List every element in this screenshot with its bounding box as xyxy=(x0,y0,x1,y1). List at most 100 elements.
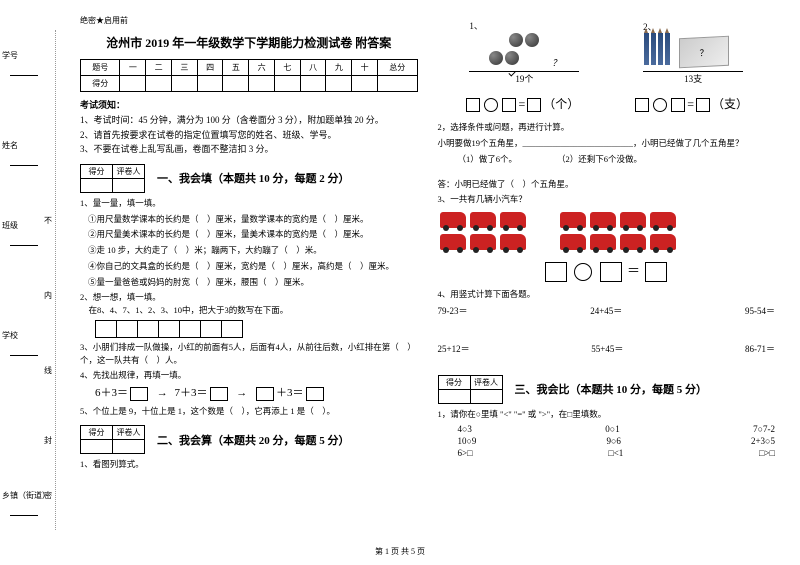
cmp: 6>□ xyxy=(458,448,473,458)
qmark: ？ xyxy=(552,58,561,68)
circle-shape xyxy=(484,98,498,112)
q1-3: ③走 10 步，大约走了（ ）米；蹦两下，大约蹦了（ ）米。 xyxy=(80,244,418,257)
car-icon xyxy=(470,212,496,228)
square-shape xyxy=(671,98,685,112)
answer-boxes-q2 xyxy=(95,320,418,338)
th-2: 二 xyxy=(146,60,172,76)
line-id xyxy=(10,75,38,76)
calc: 95-54＝ xyxy=(745,304,775,317)
pic1-label: 1、 xyxy=(469,19,579,32)
f-a: 6＋3＝ xyxy=(95,387,128,399)
square-shape xyxy=(545,262,567,282)
section-1-header: 得分评卷人 一、我会填（本题共 10 分，每题 2 分） xyxy=(80,164,418,193)
calc: 25+12＝ xyxy=(438,342,470,355)
score-mini-1: 得分评卷人 xyxy=(80,164,145,193)
mini-h1: 评卷人 xyxy=(113,164,145,178)
line-name xyxy=(10,165,38,166)
q2-1: 1、看图列算式。 xyxy=(80,458,418,471)
pic-problem-1: 1、 ？ 19个 xyxy=(469,19,579,85)
q1-5: ⑤量一量爸爸或妈妈的肘宽（ ）厘米，腰围（ ）厘米。 xyxy=(80,276,418,289)
car-icon xyxy=(620,234,646,250)
cmp: 7○7-2 xyxy=(753,424,775,434)
q5: 5、个位上是 9，十位上是 1，这个数是（ ），它再添上 1 是（ ）。 xyxy=(80,405,418,418)
pens-and-box: ？ xyxy=(643,33,743,67)
notice-list: 1、考试时间：45 分钟，满分为 100 分（含卷面分 3 分），附加题单独 2… xyxy=(80,114,418,156)
balls-count: 19个 xyxy=(469,72,579,85)
line-town xyxy=(10,515,38,516)
box xyxy=(116,320,138,338)
opt-1: （1）做了6个。 xyxy=(458,153,518,166)
car-icon xyxy=(590,234,616,250)
q1-title: 1、量一量，填一填。 xyxy=(80,197,418,210)
main-content: 绝密★启用前 沧州市 2019 年一年级数学下学期能力检测试卷 附答案 题号 一… xyxy=(80,15,775,474)
q1-1: ①用尺量数学课本的长约是（ ）厘米，量数学课本的宽约是（ ）厘米。 xyxy=(80,213,418,226)
q2: 2、想一想，填一填。 在8、4、7、1、2、3、10中，把大于3的数写在下面。 xyxy=(80,291,418,317)
arrow-icon: → xyxy=(236,385,247,402)
th-4: 四 xyxy=(197,60,223,76)
suffix-2: （支） xyxy=(712,97,748,111)
calc-row-1: 79-23＝ 24+45＝ 95-54＝ xyxy=(438,304,776,317)
cmp: □<1 xyxy=(608,448,623,458)
ans-box xyxy=(210,387,228,401)
cond-opts: （1）做了6个。 （2）还剩下6个没做。 xyxy=(438,153,776,166)
brace-1 xyxy=(469,71,579,72)
page-footer: 第 1 页 共 5 页 xyxy=(375,546,425,557)
cmp: 2+3○5 xyxy=(751,436,775,446)
cmp: 4○3 xyxy=(458,424,472,434)
ans-box xyxy=(306,387,324,401)
th-0: 题号 xyxy=(81,60,120,76)
label-school: 学校 xyxy=(2,330,18,341)
label-student-id: 学号 xyxy=(2,50,18,61)
pen-icon xyxy=(665,33,670,65)
square-shape xyxy=(696,98,710,112)
car-icon xyxy=(620,212,646,228)
square-shape xyxy=(466,98,480,112)
cmp-row: 10○9 9○6 2+3○5 xyxy=(458,436,776,446)
cmp: 0○1 xyxy=(605,424,619,434)
square-shape xyxy=(635,98,649,112)
left-column: 绝密★启用前 沧州市 2019 年一年级数学下学期能力检测试卷 附答案 题号 一… xyxy=(80,15,418,474)
compare-title: 1，请你在○里填 "<" "=" 或 ">"，在□里填数。 xyxy=(438,408,776,421)
cond-title: 2，选择条件或问题，再进行计算。 xyxy=(438,121,776,134)
q1-2: ②用尺量美术课本的长约是（ ）厘米，量美术课本的宽约是（ ）厘米。 xyxy=(80,228,418,241)
car-group-left xyxy=(438,210,528,254)
balls-group: ？ xyxy=(469,32,579,69)
secrecy-tag: 绝密★启用前 xyxy=(80,15,418,26)
score-mini-3: 得分评卷人 xyxy=(438,375,503,404)
cmp: □>□ xyxy=(759,448,775,458)
calc: 55+45＝ xyxy=(591,342,623,355)
section-3-title: 三、我会比（本题共 10 分，每题 5 分） xyxy=(515,381,708,397)
car-icon xyxy=(560,234,586,250)
notice-title: 考试须知： xyxy=(80,98,418,111)
notice-1: 1、考试时间：45 分钟，满分为 100 分（含卷面分 3 分），附加题单独 2… xyxy=(80,114,418,127)
mini-h1: 评卷人 xyxy=(113,426,145,440)
ans-box xyxy=(256,387,274,401)
th-11: 总分 xyxy=(377,60,417,76)
q3: 3、小朋们排成一队做操，小红的前面有5人，后面有4人，从前往后数，小红排在第（ … xyxy=(80,341,418,367)
square-shape xyxy=(502,98,516,112)
label-name: 姓名 xyxy=(2,140,18,151)
q-cars: 3、一共有几辆小汽车？ xyxy=(438,193,776,206)
mini-h0: 得分 xyxy=(81,164,113,178)
mini-h1: 评卷人 xyxy=(470,375,502,389)
picture-problems: 1、 ？ 19个 2、 ？ xyxy=(438,19,776,85)
calc: 79-23＝ xyxy=(438,304,468,317)
circle-shape xyxy=(574,263,592,281)
f-b: 7＋3＝ xyxy=(175,387,208,399)
th-6: 六 xyxy=(249,60,275,76)
score-mini-2: 得分评卷人 xyxy=(80,425,145,454)
th-1: 一 xyxy=(120,60,146,76)
car-icon xyxy=(590,212,616,228)
box xyxy=(200,320,222,338)
col-title: 4、用竖式计算下面各题。 xyxy=(438,288,776,301)
calc: 86-71＝ xyxy=(745,342,775,355)
cmp-row: 4○3 0○1 7○7-2 xyxy=(458,424,776,434)
car-equation: ＝ xyxy=(438,260,776,282)
section-2-header: 得分评卷人 二、我会算（本题共 20 分，每题 5 分） xyxy=(80,425,418,454)
cut-label-1: 内 xyxy=(44,290,52,301)
mini-h0: 得分 xyxy=(81,426,113,440)
box xyxy=(137,320,159,338)
cmp: 9○6 xyxy=(606,436,620,446)
square-shape xyxy=(527,98,541,112)
score-header-row: 题号 一 二 三 四 五 六 七 八 九 十 总分 xyxy=(81,60,418,76)
